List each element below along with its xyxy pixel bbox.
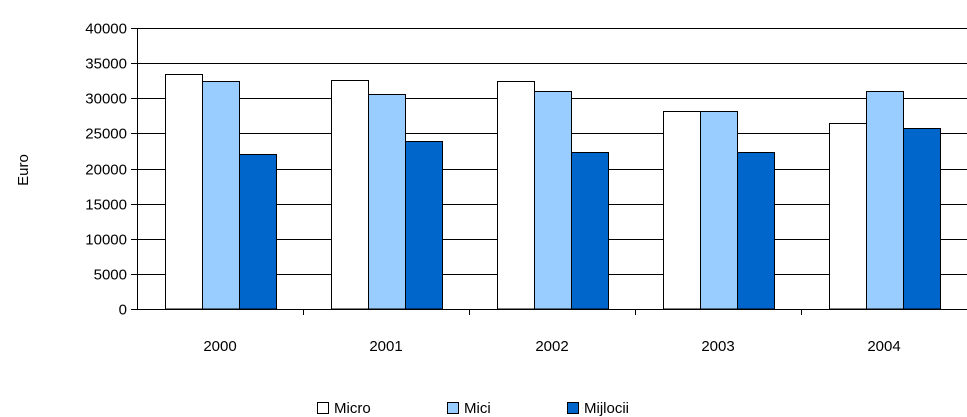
bar-mici-2002 bbox=[534, 91, 572, 310]
bar-micro-2002 bbox=[497, 81, 535, 310]
axes: 0 5000 10000 15000 20000 25000 30000 35000 40000… bbox=[85, 21, 967, 355]
bar-mijlocii-2002 bbox=[571, 152, 609, 310]
legend-swatch-micro bbox=[317, 402, 329, 414]
y-tick-label: 15000 bbox=[85, 197, 127, 214]
legend-label-mijlocii: Mijlocii bbox=[584, 400, 629, 417]
x-tick-label: 2004 bbox=[867, 338, 900, 355]
legend-label-micro: Micro bbox=[334, 400, 371, 417]
y-tick-label: 10000 bbox=[85, 232, 127, 249]
bar-mici-2001 bbox=[368, 94, 406, 310]
y-tick-label: 0 bbox=[119, 302, 127, 319]
bar-micro-2004 bbox=[829, 123, 867, 310]
bar-mici-2003 bbox=[700, 111, 738, 310]
legend-swatch-mijlocii bbox=[567, 402, 579, 414]
x-tick-label: 2003 bbox=[701, 338, 734, 355]
bar-mijlocii-2003 bbox=[737, 152, 775, 310]
bars bbox=[165, 74, 941, 310]
y-axis-title: Euro bbox=[15, 154, 32, 186]
legend: Micro Mici Mijlocii bbox=[317, 400, 629, 417]
bar-micro-2003 bbox=[663, 111, 701, 310]
y-tick-label: 40000 bbox=[85, 21, 127, 38]
legend-swatch-mici bbox=[447, 402, 459, 414]
y-tick-label: 30000 bbox=[85, 91, 127, 108]
bar-micro-2001 bbox=[331, 80, 369, 310]
y-tick-label: 20000 bbox=[85, 162, 127, 179]
bar-mici-2004 bbox=[866, 91, 904, 310]
bar-mici-2000 bbox=[202, 81, 240, 310]
y-tick-label: 35000 bbox=[85, 56, 127, 73]
bar-micro-2000 bbox=[165, 74, 203, 310]
legend-label-mici: Mici bbox=[464, 400, 491, 417]
x-tick-label: 2000 bbox=[203, 338, 236, 355]
bar-mijlocii-2004 bbox=[903, 128, 941, 310]
x-tick-label: 2002 bbox=[535, 338, 568, 355]
bar-mijlocii-2000 bbox=[239, 154, 277, 310]
bar-mijlocii-2001 bbox=[405, 141, 443, 310]
x-tick-label: 2001 bbox=[369, 338, 402, 355]
y-tick-label: 5000 bbox=[94, 267, 127, 284]
y-tick-label: 25000 bbox=[85, 126, 127, 143]
